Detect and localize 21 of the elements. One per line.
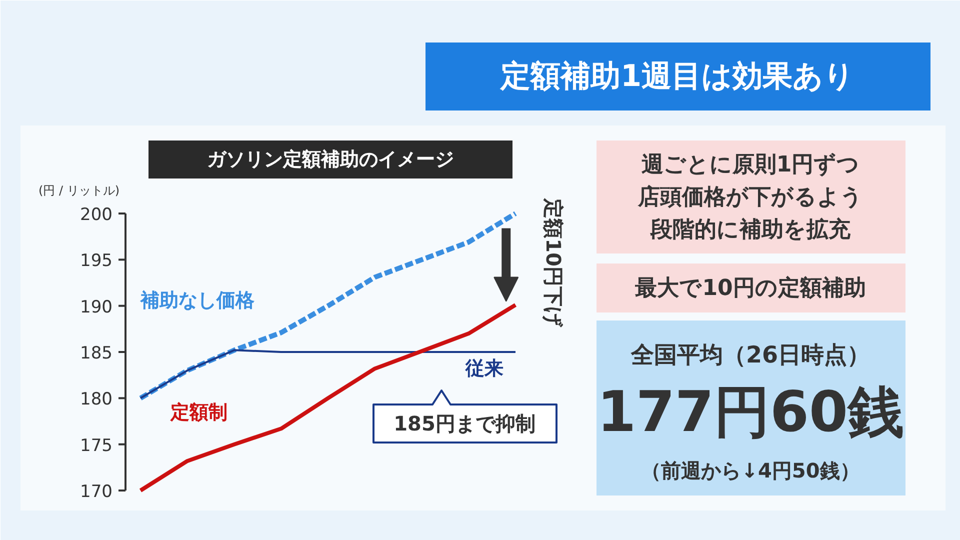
text: 177円60銭 — [597, 380, 904, 445]
y-axis-title: (円 / リットル) — [38, 184, 120, 198]
y-tick-label: 200 — [80, 205, 113, 225]
y-tick-label: 180 — [80, 390, 113, 410]
text: 定額補助1週目は効果あり — [500, 59, 854, 94]
series-label: 定額制 — [170, 402, 228, 424]
series-label: 補助なし価格 — [140, 290, 256, 312]
text: 最大で10円の定額補助 — [634, 275, 866, 301]
y-tick-label: 190 — [80, 297, 113, 318]
y-tick-label: 170 — [80, 482, 113, 502]
y-tick-label: 185 — [80, 344, 113, 364]
text: 定額10円下げ — [542, 198, 566, 328]
y-tick-label: 195 — [80, 251, 113, 272]
text: （前週から↓4円50銭） — [641, 458, 860, 482]
chart-subtitle: ガソリン定額補助のイメージ — [207, 148, 454, 170]
text: 週ごとに原則1円ずつ店頭価格が下がるよう段階的に補助を拡充 — [637, 152, 863, 242]
text: 全国平均（26日時点） — [630, 342, 870, 368]
y-tick-label: 175 — [80, 436, 113, 456]
series-label: 従来 — [464, 358, 504, 380]
annotation: 185円まで抑制 — [394, 412, 536, 436]
line-series — [140, 349, 516, 400]
